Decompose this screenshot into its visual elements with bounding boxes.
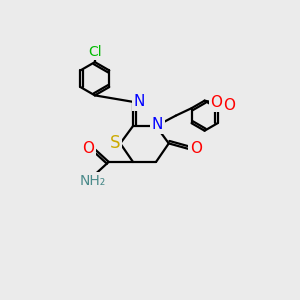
- Text: O: O: [224, 98, 236, 113]
- Text: NH₂: NH₂: [80, 174, 106, 188]
- Text: O: O: [211, 95, 223, 110]
- Text: Cl: Cl: [88, 45, 102, 59]
- Text: N: N: [134, 94, 145, 109]
- Text: S: S: [110, 134, 120, 152]
- Text: O: O: [82, 140, 94, 155]
- Text: O: O: [190, 140, 202, 155]
- Text: N: N: [152, 117, 163, 132]
